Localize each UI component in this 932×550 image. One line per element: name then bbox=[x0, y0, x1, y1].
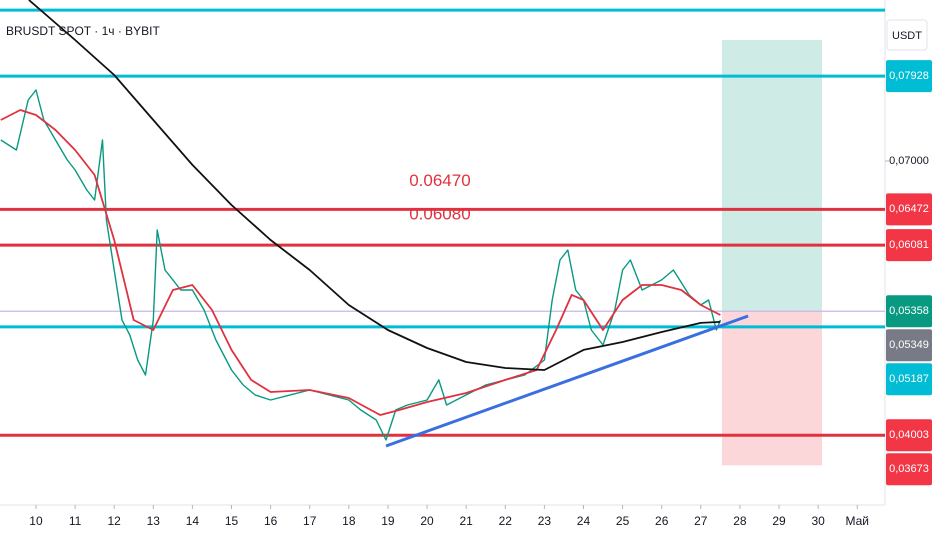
price-label: 0,05358 bbox=[889, 305, 929, 317]
time-label: 11 bbox=[69, 514, 82, 528]
price-label-box bbox=[886, 193, 932, 226]
time-label: 28 bbox=[733, 514, 747, 528]
price-label-box bbox=[886, 363, 932, 396]
price-label-box bbox=[886, 329, 932, 362]
time-label: 21 bbox=[459, 514, 473, 528]
time-label: 30 bbox=[811, 514, 825, 528]
time-label: 20 bbox=[420, 514, 434, 528]
time-label: 27 bbox=[694, 514, 708, 528]
price-label: 0,05187 bbox=[889, 373, 929, 385]
series-line bbox=[28, 0, 721, 371]
currency-label: USDT bbox=[892, 30, 922, 42]
series-line bbox=[0, 89, 722, 441]
time-label: 24 bbox=[577, 514, 591, 528]
position-stop-zone bbox=[721, 311, 823, 466]
chart-title: BRUSDT SPOT · 1ч · BYBIT bbox=[6, 24, 161, 38]
time-label: 23 bbox=[538, 514, 552, 528]
price-label: 0,07928 bbox=[889, 70, 929, 82]
time-label: 14 bbox=[186, 514, 200, 528]
time-label: 22 bbox=[499, 514, 513, 528]
series-line bbox=[0, 109, 721, 416]
time-label: 18 bbox=[342, 514, 356, 528]
time-label: 19 bbox=[381, 514, 395, 528]
price-label-box bbox=[886, 419, 932, 452]
price-label: 0,03673 bbox=[889, 463, 929, 475]
price-label-box bbox=[886, 229, 932, 262]
time-label: 13 bbox=[147, 514, 161, 528]
time-label: 12 bbox=[108, 514, 122, 528]
time-label: 16 bbox=[264, 514, 278, 528]
price-label: 0,04003 bbox=[889, 429, 929, 441]
time-label: 17 bbox=[303, 514, 317, 528]
price-label-box bbox=[886, 295, 932, 328]
price-label: 0,06472 bbox=[889, 203, 929, 215]
currency-box bbox=[886, 19, 928, 51]
price-label-box bbox=[886, 453, 932, 486]
price-label: 0,06081 bbox=[889, 239, 929, 251]
price-label: 0,05349 bbox=[889, 339, 929, 351]
trendline bbox=[385, 314, 749, 448]
position-target-zone bbox=[721, 39, 823, 312]
time-label: 26 bbox=[655, 514, 669, 528]
level-annotation: 0.06080 bbox=[409, 205, 470, 224]
price-label: 0,07000 bbox=[889, 155, 929, 167]
price-label-box bbox=[886, 60, 932, 93]
time-label: 15 bbox=[225, 514, 239, 528]
level-annotation: 0.06470 bbox=[409, 171, 470, 190]
time-label: Май bbox=[845, 514, 869, 528]
time-label: 10 bbox=[29, 514, 43, 528]
time-label: 25 bbox=[616, 514, 630, 528]
time-label: 29 bbox=[772, 514, 786, 528]
